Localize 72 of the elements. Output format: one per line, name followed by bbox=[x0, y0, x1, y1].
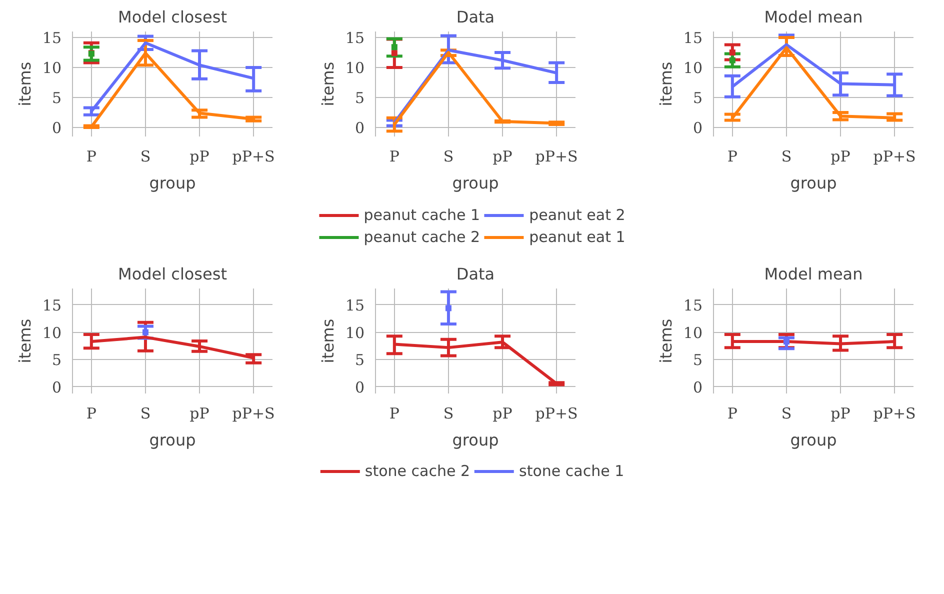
y-tick-label: 5 bbox=[692, 89, 703, 107]
y-tick-label: 15 bbox=[42, 296, 62, 314]
x-tick-label: P bbox=[389, 404, 400, 422]
x-tick-label: S bbox=[781, 148, 792, 166]
y-tick-label: 0 bbox=[52, 378, 62, 396]
x-tick-label: S bbox=[443, 404, 454, 422]
legend-label: peanut cache 2 bbox=[364, 228, 480, 246]
y-tick-label: 10 bbox=[683, 324, 703, 342]
y-tick-label: 5 bbox=[52, 351, 62, 370]
x-tick-label: pP+S bbox=[873, 148, 916, 166]
legend-label: peanut eat 2 bbox=[529, 206, 626, 224]
x-tick-label: pP+S bbox=[873, 404, 916, 422]
chart-title: Model mean bbox=[764, 8, 863, 26]
chart-title: Model closest bbox=[118, 264, 227, 284]
legend-label: stone cache 1 bbox=[519, 462, 624, 480]
y-axis-title: items bbox=[656, 318, 676, 364]
x-tick-label: pP+S bbox=[232, 404, 275, 422]
x-tick-label: S bbox=[443, 148, 454, 166]
y-tick-label: 5 bbox=[52, 89, 62, 107]
y-tick-label: 0 bbox=[692, 119, 703, 137]
chart-title: Model mean bbox=[764, 264, 863, 284]
y-tick-label: 15 bbox=[345, 296, 365, 314]
legend-label: peanut eat 1 bbox=[529, 228, 626, 246]
x-axis-title: group bbox=[452, 174, 499, 192]
x-tick-label: P bbox=[727, 148, 738, 166]
x-axis-title: group bbox=[149, 174, 196, 192]
x-tick-label: S bbox=[140, 404, 151, 422]
y-tick-label: 10 bbox=[345, 324, 365, 342]
chart-title: Model closest bbox=[118, 8, 227, 26]
chart-title: Data bbox=[456, 8, 495, 26]
y-tick-label: 0 bbox=[692, 378, 703, 396]
x-tick-label: P bbox=[86, 148, 96, 166]
y-tick-label: 5 bbox=[354, 89, 365, 107]
y-tick-label: 0 bbox=[354, 119, 365, 137]
y-axis-title: items bbox=[15, 62, 34, 106]
x-tick-label: pP bbox=[190, 404, 210, 422]
x-axis-title: group bbox=[790, 174, 837, 192]
y-tick-label: 5 bbox=[354, 351, 365, 370]
y-tick-label: 15 bbox=[683, 296, 703, 314]
x-tick-label: pP+S bbox=[535, 148, 578, 166]
y-tick-label: 0 bbox=[354, 378, 365, 396]
x-tick-label: pP bbox=[190, 148, 210, 166]
x-tick-label: P bbox=[86, 404, 96, 422]
y-tick-label: 5 bbox=[692, 351, 703, 370]
y-axis-title: items bbox=[318, 318, 338, 364]
legend-label: peanut cache 1 bbox=[364, 206, 480, 224]
x-tick-label: P bbox=[727, 404, 738, 422]
x-tick-label: pP bbox=[492, 404, 512, 422]
x-tick-label: pP bbox=[492, 148, 512, 166]
y-tick-label: 10 bbox=[345, 59, 365, 77]
y-tick-label: 15 bbox=[42, 29, 62, 47]
x-axis-title: group bbox=[452, 430, 499, 450]
y-tick-label: 0 bbox=[52, 119, 62, 137]
legend-label: stone cache 2 bbox=[364, 462, 470, 480]
chart-title: Data bbox=[456, 264, 495, 284]
y-axis-title: items bbox=[656, 62, 676, 106]
x-axis-title: group bbox=[790, 430, 837, 450]
x-tick-label: S bbox=[781, 404, 792, 422]
y-tick-label: 10 bbox=[683, 59, 703, 77]
x-tick-label: pP bbox=[830, 148, 850, 166]
y-tick-label: 10 bbox=[42, 324, 62, 342]
y-tick-label: 10 bbox=[42, 59, 62, 77]
y-axis-title: items bbox=[15, 318, 34, 364]
x-tick-label: pP bbox=[830, 404, 850, 422]
y-axis-title: items bbox=[318, 62, 338, 106]
y-tick-label: 15 bbox=[683, 29, 703, 47]
x-tick-label: pP+S bbox=[232, 148, 275, 166]
x-tick-label: S bbox=[140, 148, 151, 166]
y-tick-label: 15 bbox=[345, 29, 365, 47]
x-axis-title: group bbox=[149, 430, 196, 450]
x-tick-label: P bbox=[389, 148, 400, 166]
x-tick-label: pP+S bbox=[535, 404, 578, 422]
